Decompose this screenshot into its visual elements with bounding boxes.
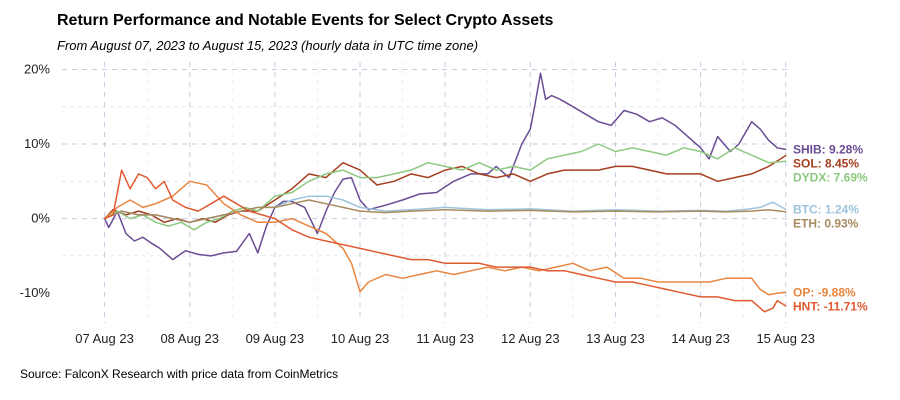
series-line-op (103, 180, 787, 296)
y-tick-label: -10% (20, 285, 51, 300)
grid-lines (62, 62, 790, 323)
x-tick-label: 11 Aug 23 (416, 331, 474, 346)
end-label-dydx: DYDX: 7.69% (793, 170, 868, 184)
x-tick-label: 15 Aug 23 (756, 331, 815, 346)
y-tick-label: 20% (24, 61, 50, 76)
x-tick-label: 14 Aug 23 (671, 331, 730, 346)
series-line-dydx (103, 143, 787, 231)
series-end-labels: SHIB: 9.28%SOL: 8.45%DYDX: 7.69% BTC: 1.2… (793, 142, 868, 313)
y-tick-label: 10% (24, 136, 50, 151)
end-label-hnt: HNT: -11.71% (793, 299, 868, 313)
y-tick-label: 0% (31, 211, 50, 226)
end-label-btc: BTC: 1.24% (793, 202, 859, 216)
chart-subtitle: From August 07, 2023 to August 15, 2023 … (57, 38, 479, 53)
series-line-shib (103, 72, 787, 261)
x-axis: 07 Aug 23 08 Aug 23 09 Aug 23 10 Aug 23 11 A… (75, 331, 815, 346)
series-line-eth (103, 199, 787, 224)
x-tick-label: 09 Aug 23 (246, 331, 305, 346)
chart-title: Return Performance and Notable Events fo… (57, 12, 554, 29)
end-label-eth: ETH: 0.93% (793, 216, 859, 230)
end-label-op: OP: -9.88% (793, 285, 856, 299)
end-label-sol: SOL: 8.45% (793, 156, 859, 170)
end-label-shib: SHIB: 9.28% (793, 142, 863, 156)
x-tick-label: 07 Aug 23 (75, 331, 134, 346)
series-lines (103, 72, 787, 313)
x-tick-label: 13 Aug 23 (586, 331, 645, 346)
x-tick-label: 12 Aug 23 (501, 331, 560, 346)
series-line-hnt (103, 169, 787, 313)
x-tick-label: 08 Aug 23 (160, 331, 219, 346)
source-note: Source: FalconX Research with price data… (20, 367, 339, 381)
y-axis: -10% 0% 10% 20% (20, 61, 51, 300)
x-tick-label: 10 Aug 23 (331, 331, 390, 346)
